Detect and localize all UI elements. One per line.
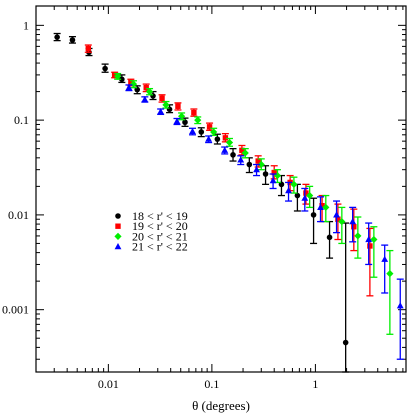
legend-label: 21 < r' < 22 — [132, 240, 188, 254]
data-point — [246, 161, 253, 168]
data-point — [214, 136, 221, 142]
plot-frame — [35, 5, 407, 373]
legend-item: 20 < r' < 21 — [114, 229, 188, 243]
data-point — [189, 127, 196, 135]
data-point — [342, 339, 349, 346]
y-tick-label: 0.001 — [2, 303, 29, 317]
legend-marker — [114, 243, 122, 250]
data-point — [354, 232, 362, 240]
x-tick-label: 1 — [312, 377, 318, 391]
data-point — [338, 217, 346, 226]
legend-item: 21 < r' < 22 — [114, 240, 188, 254]
data-point — [241, 149, 249, 157]
series-3 — [114, 72, 394, 335]
data-point — [159, 95, 165, 101]
data-point — [198, 129, 205, 135]
data-point — [370, 235, 378, 244]
data-point — [303, 190, 309, 196]
data-point — [290, 180, 298, 188]
data-point — [221, 146, 229, 153]
data-point — [191, 109, 197, 116]
data-point — [119, 76, 125, 83]
data-point — [69, 37, 76, 43]
axis-ticks: 0.01 0.1 1 0.001 0.01 0.1 1 — [2, 6, 406, 391]
legend-marker — [114, 232, 122, 240]
data-point — [306, 191, 314, 200]
data-point — [85, 45, 91, 52]
data-point — [175, 103, 181, 109]
data-point — [128, 79, 134, 86]
data-point — [54, 34, 60, 40]
x-tick-label: 0.01 — [98, 377, 119, 391]
data-point — [381, 255, 389, 262]
data-point — [162, 101, 170, 109]
legend-item: 19 < r' < 20 — [115, 219, 188, 233]
data-point — [230, 152, 236, 158]
data-point — [141, 95, 149, 103]
data-point — [225, 138, 234, 147]
y-tick-label: 0.1 — [14, 113, 29, 127]
data-point — [145, 87, 154, 96]
y-tick-label: 0.01 — [8, 208, 29, 222]
legend-item: 18 < r' < 19 — [115, 209, 188, 223]
data-point — [367, 243, 373, 249]
data-point — [205, 135, 213, 142]
legend-label: 19 < r' < 20 — [132, 219, 188, 233]
data-point — [114, 72, 122, 80]
data-point — [111, 72, 118, 78]
y-tick-label: 1 — [23, 18, 29, 32]
x-tick-label: 0.1 — [204, 377, 219, 391]
data-point — [257, 160, 265, 169]
data-point — [285, 187, 292, 194]
data-point — [396, 302, 404, 309]
data-point — [269, 177, 277, 184]
data-point — [143, 84, 149, 91]
data-layer — [53, 32, 404, 373]
data-point — [294, 192, 301, 199]
data-point — [210, 128, 218, 136]
data-point — [310, 212, 317, 218]
data-point — [253, 166, 260, 173]
data-point — [333, 211, 340, 218]
data-point — [386, 270, 394, 278]
data-point — [317, 203, 324, 210]
data-point — [335, 216, 341, 222]
data-point — [326, 234, 333, 241]
series-1 — [53, 32, 350, 373]
data-point — [271, 169, 277, 176]
legend-label: 18 < r' < 19 — [132, 209, 188, 223]
data-point — [349, 217, 357, 225]
data-point — [166, 106, 173, 113]
legend-label: 20 < r' < 21 — [132, 229, 188, 243]
data-point — [237, 156, 245, 163]
data-point — [173, 117, 181, 124]
data-point — [157, 108, 165, 115]
data-point — [102, 65, 108, 72]
data-point — [239, 147, 245, 154]
data-point — [319, 203, 325, 209]
data-point — [351, 224, 357, 230]
data-point — [301, 194, 309, 201]
data-point — [129, 80, 138, 88]
x-axis-label: θ (degrees) — [192, 398, 250, 413]
data-point — [365, 235, 373, 243]
legend-marker — [115, 223, 121, 229]
data-point — [194, 116, 202, 124]
data-point — [255, 158, 261, 164]
data-point — [182, 119, 188, 126]
data-point — [322, 203, 330, 211]
data-point — [150, 93, 156, 99]
data-point — [125, 84, 133, 91]
series-4 — [125, 84, 404, 360]
data-point — [206, 124, 213, 130]
legend-marker — [115, 213, 121, 219]
data-point — [262, 171, 269, 177]
data-point — [222, 135, 229, 141]
